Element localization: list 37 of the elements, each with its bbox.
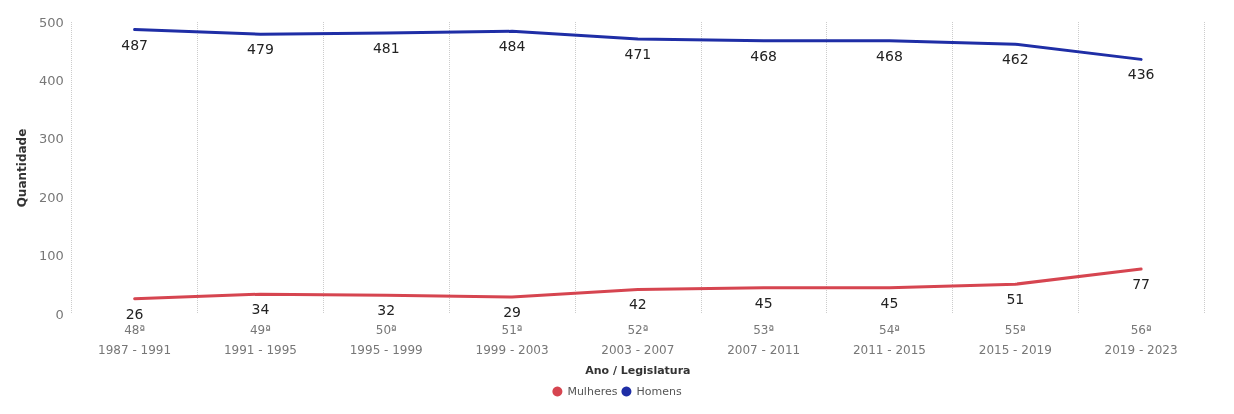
x-tick-label: 50ª 1995 - 1999 (349, 323, 423, 357)
data-label: 468 (750, 47, 778, 64)
x-tick-label: 53ª 2007 - 2011 (727, 323, 801, 357)
x-axis-title: Ano / Legislatura (585, 363, 691, 377)
y-tick-label: 0 (55, 306, 64, 322)
data-label: 26 (125, 305, 144, 322)
y-axis-title: Quantidade (15, 128, 29, 208)
data-label: 45 (754, 294, 773, 311)
y-tick-label: 400 (38, 72, 64, 88)
data-label: 471 (624, 45, 652, 62)
x-tick-label: 55ª 2015 - 2019 (978, 323, 1052, 357)
y-tick-label: 200 (38, 189, 64, 205)
legend-label: Mulheres (567, 385, 618, 398)
data-label: 45 (880, 294, 899, 311)
x-tick-label: 54ª 2011 - 2015 (852, 323, 926, 357)
data-label: 479 (247, 41, 274, 58)
data-label: 34 (251, 301, 270, 318)
data-label: 481 (372, 40, 400, 57)
x-tick-label: 51ª 1999 - 2003 (475, 323, 549, 357)
data-label: 77 (1132, 276, 1151, 293)
data-label: 462 (1001, 51, 1029, 68)
x-tick-label: 52ª 2003 - 2007 (601, 323, 675, 357)
legend-label: Homens (636, 385, 682, 398)
y-tick-label: 500 (38, 14, 64, 30)
y-tick-label: 100 (38, 248, 64, 264)
x-tick-label: 48ª 1987 - 1991 (98, 323, 172, 357)
data-label: 484 (498, 38, 526, 55)
x-tick-label: 49ª 1991 - 1995 (223, 323, 297, 357)
data-label: 32 (377, 302, 396, 319)
data-label: 51 (1006, 291, 1025, 308)
data-label: 436 (1127, 66, 1155, 83)
data-label: 487 (121, 36, 148, 53)
y-tick-label: 300 (38, 131, 64, 147)
data-label: 29 (503, 304, 521, 321)
data-label: 42 (628, 296, 647, 313)
data-label: 468 (876, 47, 903, 64)
x-tick-label: 56ª 2019 - 2023 (1104, 323, 1178, 357)
